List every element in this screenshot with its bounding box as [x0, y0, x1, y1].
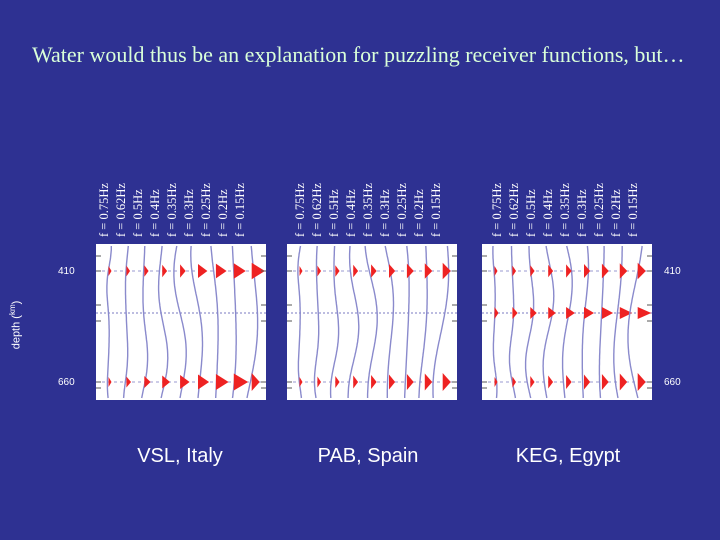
depth-tick-410-right: 410: [664, 266, 681, 277]
depth-tick-660-right: 660: [664, 377, 681, 388]
slide-title: Water would thus be an explanation for p…: [32, 42, 685, 67]
station-label-keg: KEG, Egypt: [515, 445, 621, 467]
depth-axis-label: depth (km): [8, 300, 23, 350]
depth-tick-410-left: 410: [58, 266, 75, 277]
panel-pab: [287, 244, 457, 400]
depth-tick-660-left: 660: [58, 377, 75, 388]
station-label-vsl: VSL, Italy: [137, 445, 223, 467]
station-label-pab: PAB, Spain: [317, 445, 419, 467]
panel-keg: [482, 244, 652, 400]
panel-vsl: [96, 244, 266, 400]
